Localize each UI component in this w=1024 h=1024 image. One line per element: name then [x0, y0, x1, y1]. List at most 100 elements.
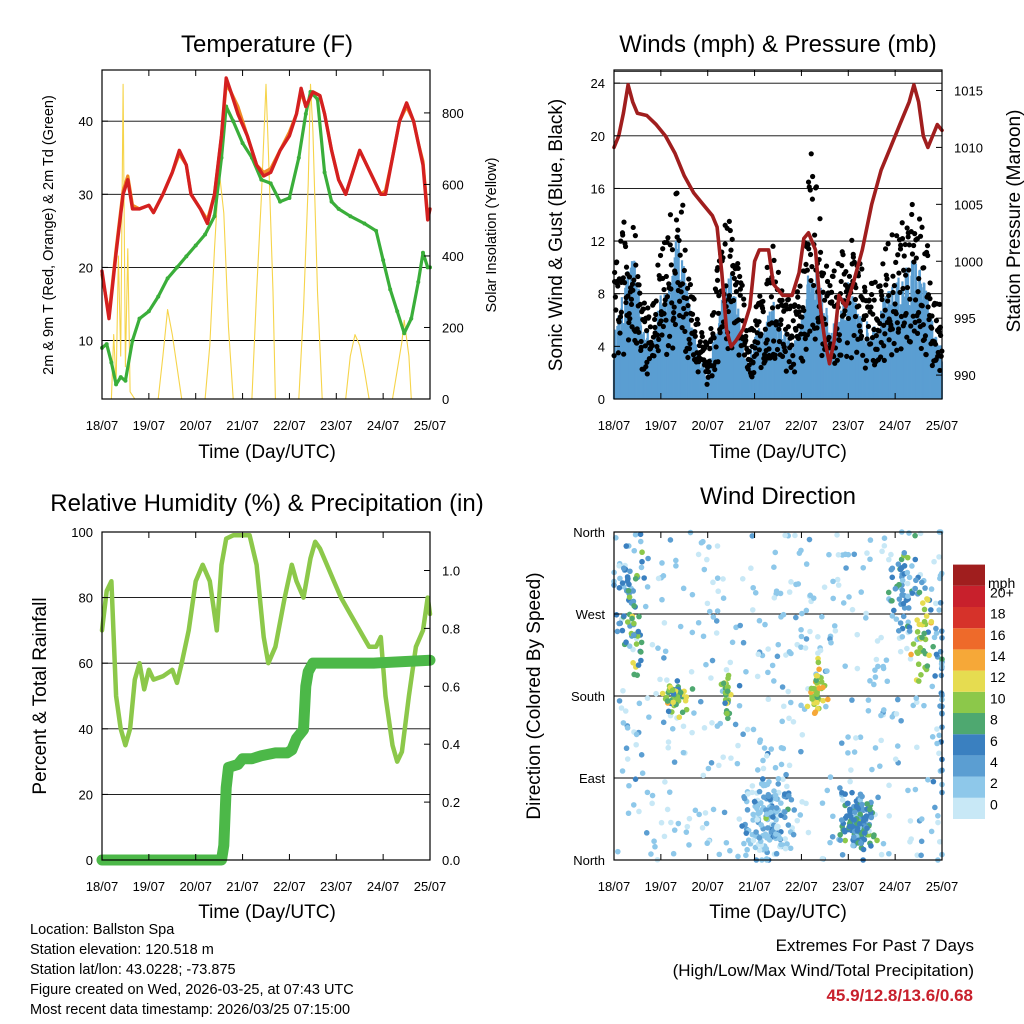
direction-point	[830, 578, 836, 585]
direction-point	[914, 617, 920, 623]
gust-point	[661, 286, 667, 293]
gust-point	[909, 211, 915, 218]
direction-point	[831, 623, 838, 629]
gust-point	[882, 331, 888, 337]
gust-point	[663, 273, 669, 280]
direction-point	[798, 626, 804, 633]
direction-point	[753, 829, 759, 835]
direction-point	[701, 566, 708, 573]
direction-point	[709, 657, 716, 664]
gust-point	[795, 303, 802, 310]
direction-point	[666, 789, 673, 795]
gust-point	[802, 336, 808, 342]
direction-point	[877, 763, 883, 769]
gust-point	[681, 305, 687, 312]
direction-point	[842, 837, 848, 844]
gust-point	[779, 297, 785, 303]
gust-point	[907, 339, 913, 345]
direction-point	[655, 575, 662, 582]
gust-point	[789, 342, 795, 348]
winds-xlabel: Time (Day/UTC)	[709, 442, 847, 463]
direction-point	[667, 537, 674, 543]
gust-point	[893, 311, 899, 317]
direction-point	[725, 715, 731, 722]
direction-point	[710, 614, 717, 620]
direction-point	[924, 663, 931, 669]
direction-point	[907, 656, 914, 662]
winds-xtick-label: 24/07	[879, 418, 912, 433]
gust-point	[841, 312, 847, 318]
direction-point	[868, 814, 875, 821]
gust-point	[896, 270, 902, 276]
direction-point	[813, 672, 820, 679]
direction-point	[908, 651, 914, 658]
direction-point	[652, 843, 658, 850]
gust-point	[684, 285, 691, 291]
direction-point	[778, 800, 784, 806]
direction-point	[642, 603, 649, 610]
direction-point	[701, 725, 708, 731]
gust-point	[647, 324, 654, 330]
direction-point	[757, 739, 763, 745]
direction-point	[855, 805, 862, 812]
gust-point	[890, 273, 896, 279]
gust-point	[828, 289, 835, 295]
temperature-xtick-label: 19/07	[133, 418, 166, 433]
gust-point	[618, 238, 624, 244]
direction-point	[795, 581, 802, 587]
colorbar-label: 2	[990, 775, 998, 791]
temperature-axes: 18/07 19/07 20/07 21/07 22/07 23/07 24/07 25/07…	[79, 70, 464, 433]
gust-point	[685, 302, 691, 309]
gust-point	[778, 317, 784, 323]
direction-point	[845, 734, 851, 740]
gust-point	[771, 257, 777, 263]
colorbar-swatch	[953, 734, 985, 756]
humidity-xtick-label: 23/07	[320, 879, 353, 894]
direction-point	[638, 639, 645, 646]
direction-xtick-label: 20/07	[691, 879, 724, 894]
direction-point	[837, 785, 843, 791]
gust-point	[745, 366, 751, 372]
gust-point	[882, 246, 889, 252]
direction-point	[674, 678, 681, 684]
direction-point	[759, 776, 766, 782]
direction-point	[897, 620, 904, 626]
gust-point	[669, 247, 676, 253]
gust-point	[854, 349, 860, 355]
direction-point	[699, 825, 706, 831]
gust-point	[678, 209, 684, 215]
gust-point	[743, 337, 749, 344]
direction-point	[848, 823, 855, 830]
gust-point	[661, 311, 667, 317]
direction-point	[754, 673, 761, 680]
dewpoint-point	[402, 331, 407, 336]
temperature-xtick-label: 23/07	[320, 418, 353, 433]
gust-point	[933, 318, 940, 324]
direction-point	[933, 625, 939, 632]
direction-point	[810, 685, 817, 692]
direction-point	[900, 600, 907, 607]
direction-point	[639, 558, 645, 565]
pressure-line	[612, 83, 944, 366]
direction-point	[624, 725, 631, 731]
direction-title: Wind Direction	[700, 483, 856, 510]
direction-point	[937, 600, 944, 606]
gust-point	[799, 314, 805, 320]
gust-point	[743, 333, 749, 339]
humidity-y-tick-label: 100	[71, 525, 93, 540]
direction-point	[750, 811, 756, 818]
direction-point	[660, 719, 667, 726]
gust-point	[755, 340, 761, 346]
gust-point	[869, 334, 876, 341]
dewpoint-point	[137, 316, 142, 321]
gust-point	[898, 346, 904, 352]
direction-point	[773, 805, 780, 811]
direction-point	[662, 779, 668, 785]
direction-point	[799, 799, 805, 805]
winds-title: Winds (mph) & Pressure (mb)	[619, 31, 936, 58]
direction-point	[871, 681, 877, 688]
direction-point	[622, 708, 629, 714]
dewpoint-point	[416, 280, 421, 285]
temperature-y2-tick-label: 400	[442, 249, 464, 264]
